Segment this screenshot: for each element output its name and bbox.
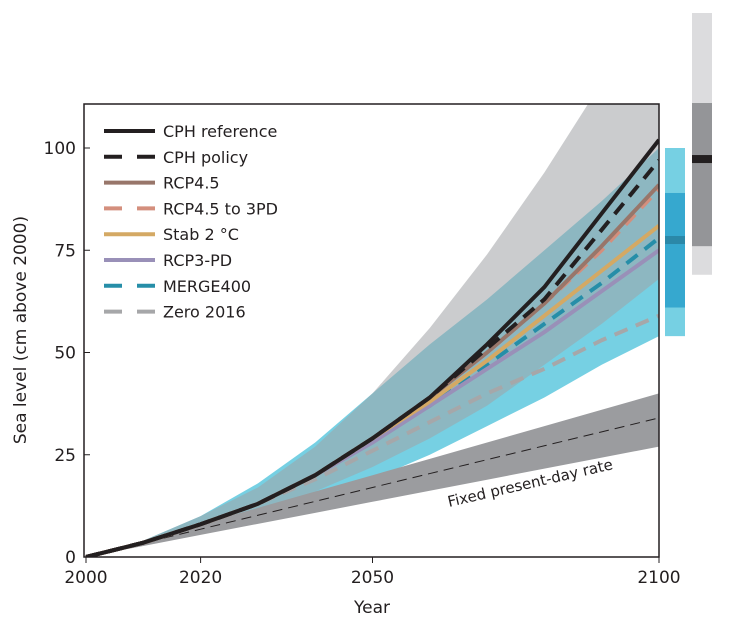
y-tick-label: 25 xyxy=(54,446,76,466)
y-axis-label: Sea level (cm above 2000) xyxy=(11,216,31,444)
range-bar-median xyxy=(665,236,685,245)
range-bar-median xyxy=(692,155,712,164)
y-tick-label: 50 xyxy=(54,344,76,364)
legend-label: CPH reference xyxy=(163,122,277,141)
range-bar-inner xyxy=(692,103,712,247)
x-tick-label: 2050 xyxy=(351,568,394,588)
legend-label: MERGE400 xyxy=(163,277,251,296)
legend-label: CPH policy xyxy=(163,148,248,167)
plot-frame xyxy=(83,103,660,558)
series-line-cph-reference xyxy=(85,138,659,557)
fixed-rate-line xyxy=(85,417,659,557)
y-tick-label: 75 xyxy=(54,241,76,261)
legend-label: RCP4.5 xyxy=(163,174,220,193)
x-tick-label: 2000 xyxy=(64,568,107,588)
legend-label: Stab 2 °C xyxy=(163,225,239,244)
x-axis-label: Year xyxy=(353,598,390,618)
legend-label: Zero 2016 xyxy=(163,303,246,322)
y-tick-label: 0 xyxy=(65,548,76,568)
uncertainty-band-2 xyxy=(86,393,659,557)
y-tick-label: 100 xyxy=(44,139,76,159)
legend-label: RCP4.5 to 3PD xyxy=(163,199,278,218)
uncertainty-band-1 xyxy=(86,104,659,557)
x-tick-label: 2020 xyxy=(179,568,222,588)
x-tick-label: 2100 xyxy=(637,568,680,588)
legend-label: RCP3-PD xyxy=(163,251,232,270)
range-bar-inner xyxy=(665,192,685,308)
